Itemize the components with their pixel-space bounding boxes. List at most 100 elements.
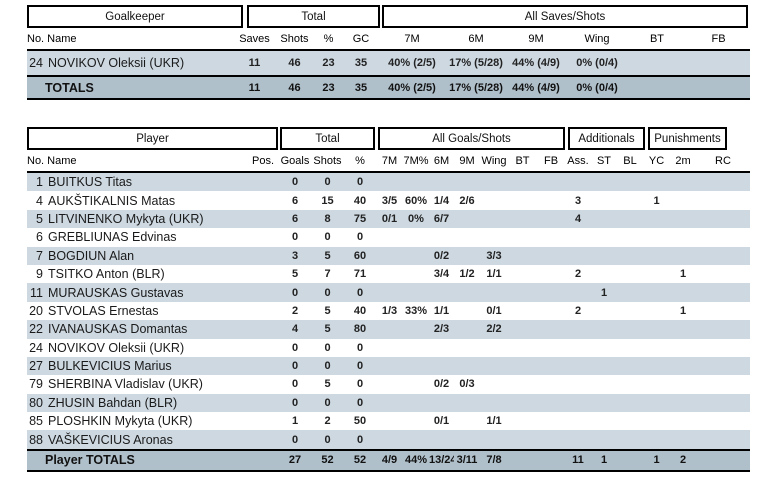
player-number: 6 <box>36 230 43 245</box>
cell-yc <box>643 430 670 449</box>
totals-m9: 3/11 <box>456 454 478 467</box>
cell-m7: 1/3 <box>381 304 398 317</box>
cell-ass <box>565 247 591 265</box>
cell-m2: 1 <box>679 304 687 317</box>
cell-wing: 3/3 <box>486 249 502 262</box>
cell-ass <box>565 228 591 246</box>
cell-goals: 0 <box>291 286 299 299</box>
cell-m7 <box>376 412 403 430</box>
cell-ass <box>565 320 591 338</box>
col-header-bt: BT <box>627 28 687 51</box>
cell-name: 24 NOVIKOV Oleksii (UKR) <box>27 50 232 76</box>
cell-bt <box>508 228 537 246</box>
cell-yc <box>643 302 670 320</box>
col-header-ass: Ass. <box>565 150 591 173</box>
cell-m9 <box>454 339 480 357</box>
totals-m7: 4/9 <box>381 454 398 467</box>
cell-st <box>591 339 617 357</box>
col-header-m9: 9M <box>454 150 480 173</box>
cell-wing <box>480 394 508 412</box>
col-header-fb: FB <box>537 150 565 173</box>
player-name: NOVIKOV Oleksii (UKR) <box>48 56 185 70</box>
totals-goals: 27 <box>288 454 302 467</box>
cell-ass: 4 <box>574 212 582 225</box>
cell-rc <box>696 302 750 320</box>
cell-bl <box>617 210 643 228</box>
cell-m7 <box>376 357 403 375</box>
cell-m2 <box>670 430 696 449</box>
cell-ass: 2 <box>574 304 582 317</box>
totals-gc: 35 <box>354 81 368 94</box>
cell-goals: 1 <box>291 415 299 428</box>
cell-st <box>591 210 617 228</box>
cell-fb <box>537 357 565 375</box>
cell-bt <box>508 412 537 430</box>
cell-ass: 3 <box>574 194 582 207</box>
cell-shots: 8 <box>324 212 331 225</box>
player-name: SHERBINA Vladislav (UKR) <box>48 377 203 392</box>
col-header-wing: Wing <box>480 150 508 173</box>
cell-st <box>591 375 617 393</box>
cell-m9 <box>454 210 480 228</box>
cell-wing <box>480 339 508 357</box>
player-name: TSITKO Anton (BLR) <box>48 267 165 282</box>
player-name: GREBLIUNAS Edvinas <box>48 230 177 245</box>
cell-pos <box>247 210 279 228</box>
col-header-wing: Wing <box>567 28 627 51</box>
cell-rc <box>696 283 750 301</box>
cell-m2 <box>670 394 696 412</box>
cell-m7pct: 60% <box>404 194 428 207</box>
cell-m9: 44% (4/9) <box>512 57 560 69</box>
cell-m6: 1/4 <box>433 194 450 207</box>
col-header-m2: 2m <box>670 150 696 173</box>
cell-yc <box>643 320 670 338</box>
col-header-m6: 6M <box>447 28 505 51</box>
cell-bl <box>617 375 643 393</box>
cell-pct: 0 <box>356 396 364 409</box>
cell-m7pct <box>403 375 429 393</box>
cell-m7pct <box>403 357 429 375</box>
cell-m7pct <box>403 228 429 246</box>
cell-rc <box>696 320 750 338</box>
cell-name: 9 TSITKO Anton (BLR) <box>27 265 247 283</box>
totals-shots: 52 <box>321 454 334 467</box>
cell-fb <box>537 320 565 338</box>
group-header-total: Total <box>280 127 375 150</box>
player-number: 88 <box>29 432 43 447</box>
cell-m2 <box>670 210 696 228</box>
cell-fb <box>537 394 565 412</box>
totals-bt <box>627 76 687 99</box>
cell-bl <box>617 191 643 209</box>
player-number: 24 <box>29 56 43 70</box>
goalkeeper-table-grid: No. Name Saves Shots% GC 7M 6M 9M Wing BT FB 24 NO… <box>27 28 750 100</box>
totals-label: TOTALS <box>45 80 94 95</box>
cell-goals: 2 <box>291 304 299 317</box>
cell-m6: 2/3 <box>433 323 450 336</box>
cell-m7: 40% (2/5) <box>388 57 436 69</box>
col-header-fb: FB <box>687 28 750 51</box>
cell-pos <box>247 191 279 209</box>
cell-gc: 35 <box>354 57 368 69</box>
col-header-m7: 7M <box>377 28 447 51</box>
cell-rc <box>696 191 750 209</box>
goalkeeper-column-header-row: No. Name Saves Shots% GC 7M 6M 9M Wing BT FB <box>27 28 750 51</box>
cell-m9: 0/3 <box>459 378 475 391</box>
cell-m7pct <box>403 247 429 265</box>
cell-m9 <box>454 172 480 191</box>
cell-goals: 6 <box>291 212 299 225</box>
cell-m2 <box>670 412 696 430</box>
cell-m6: 0/1 <box>433 415 450 428</box>
group-header-total: Total <box>247 5 380 28</box>
totals-fb <box>537 450 565 471</box>
cell-m7 <box>376 283 403 301</box>
cell-yc <box>643 283 670 301</box>
cell-goals: 0 <box>291 341 299 354</box>
cell-pct: 50 <box>353 415 367 428</box>
goalkeeper-stats-table: Goalkeeper Total All Saves/Shots No. Nam… <box>27 5 750 100</box>
cell-yc <box>643 357 670 375</box>
col-header-bt: BT <box>508 150 537 173</box>
player-number: 20 <box>29 303 43 318</box>
stat-row: 27 BULKEVICIUS Marius 0 0 0 <box>27 356 750 376</box>
group-header-all-goals-shots: All Goals/Shots <box>378 127 565 150</box>
cell-m7pct <box>403 339 429 357</box>
